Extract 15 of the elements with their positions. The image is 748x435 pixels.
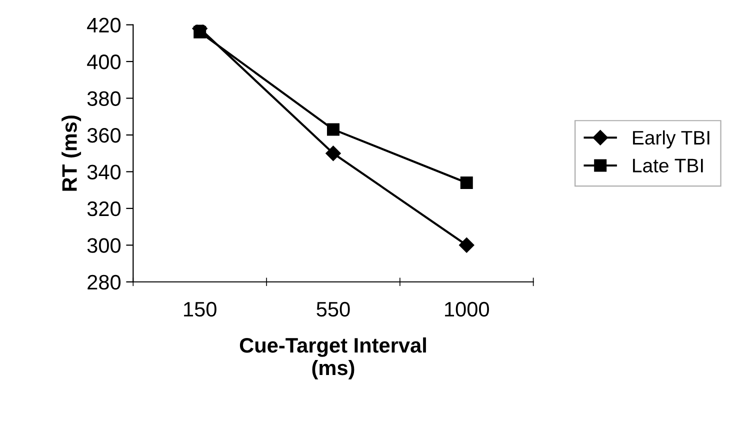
x-axis-title: Cue-Target Interval (ms)	[240, 337, 426, 380]
y-axis-title: RT (ms)	[62, 116, 82, 191]
y-tick-label: 340	[87, 164, 121, 180]
x-tick-label: 1000	[445, 302, 489, 317]
y-tick-label: 400	[87, 54, 121, 70]
y-tick-label: 360	[87, 128, 121, 143]
x-tick-label: 150	[184, 302, 216, 317]
legend-label: Early TBI	[633, 130, 710, 148]
y-tick-label: 320	[87, 201, 121, 216]
y-tick-label: 380	[87, 91, 121, 106]
y-tick-label: 300	[87, 238, 121, 253]
legend-label: Late TBI	[633, 158, 703, 172]
y-tick-label: 420	[87, 18, 121, 33]
x-tick-label: 550	[316, 302, 350, 317]
y-tick-label: 280	[88, 274, 121, 290]
